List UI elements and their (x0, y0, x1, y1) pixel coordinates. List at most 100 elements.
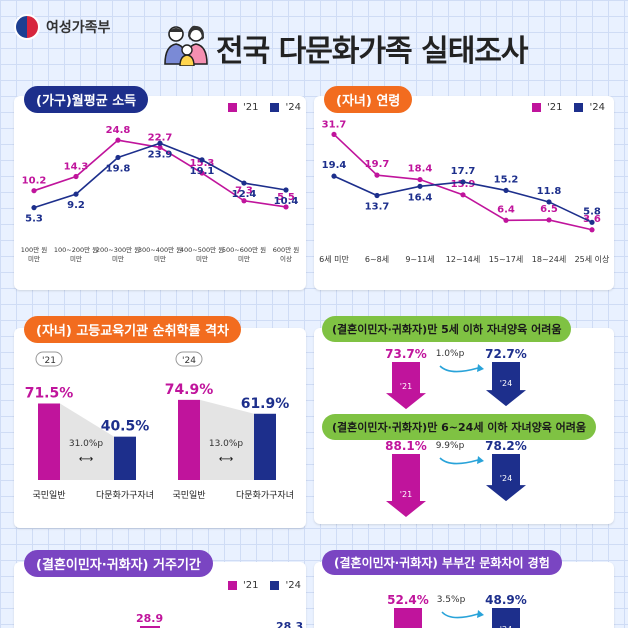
tick-label: 18~24세 (532, 255, 566, 264)
tick-label: 100만 원 (21, 245, 47, 254)
data-label: 15.2 (494, 174, 519, 185)
tick-label: 15~17세 (489, 255, 523, 264)
childcare-under5-title: (결혼이민자·귀화자)만 5세 이하 자녀양육 어려움 (332, 323, 562, 336)
legend-swatch-21 (532, 103, 541, 112)
education-bar-chart: '21 71.5% 40.5% 31.0%p ⟷ 국민일반 다문화가구자녀 '24 74.9% 6… (25, 351, 294, 501)
category-label: 국민일반 (32, 490, 65, 501)
arrow-year: '24 (500, 379, 512, 388)
data-label: 12.4 (232, 189, 257, 200)
tick-label: 미만 (28, 254, 40, 263)
residence-card: (결혼이민자·귀화자) 거주기간 '21 '24 28.9 28.3 (14, 550, 306, 628)
data-point (374, 192, 380, 199)
childcare-6to24-chart: 88.1% '21 78.2% '24 9.9%p (385, 439, 527, 517)
childcare-under5-chart: 73.7% '21 72.7% '24 1.0%p (385, 347, 527, 410)
arrow-year: '24 (500, 625, 512, 628)
bar-multicultural (254, 413, 276, 480)
data-point (157, 140, 163, 146)
culture-chart: 52.4%'2148.9%'243.5%p (387, 593, 527, 628)
data-point (199, 157, 205, 163)
education-title-pill: (자녀) 고등교육기관 순취학률 격차 (24, 316, 241, 343)
year-badge (35, 351, 63, 367)
gap-shade (60, 403, 114, 480)
arrow-year: '24 (500, 474, 512, 483)
data-label: 10.4 (274, 196, 299, 207)
data-label: 5.3 (25, 214, 43, 225)
tick-label: 미만 (154, 254, 166, 263)
legend-label-21: '21 (243, 102, 259, 113)
data-label: 6.5 (540, 204, 558, 215)
tick-label: 400~500만 원 (180, 245, 224, 254)
tick-label: 9~11세 (405, 255, 434, 264)
data-label: 15.3 (190, 158, 215, 169)
legend-swatch-21 (228, 103, 237, 112)
change-label: 9.9%p (436, 441, 465, 451)
data-label: 18.4 (408, 164, 433, 175)
data-label: 9.2 (67, 200, 85, 211)
data-label: 13.7 (365, 202, 390, 213)
data-point (503, 187, 509, 194)
tick-label: 이상 (280, 254, 292, 263)
data-point (241, 180, 247, 186)
tick-label: 미만 (238, 254, 250, 263)
data-label: 5.8 (583, 206, 601, 217)
residence-legend: '21 '24 (228, 580, 301, 591)
age-card: (자녀) 연령 '21 '24 31.719.718.413.96.46.53.… (314, 86, 614, 290)
data-point (589, 227, 595, 233)
bar-national (178, 399, 200, 480)
tick-label: 500~600만 원 (222, 245, 266, 254)
age-title-pill: (자녀) 연령 (324, 86, 413, 113)
category-label: 다문화가구자녀 (96, 490, 154, 501)
value-national: 74.9% (165, 382, 214, 398)
change-arrowhead-icon (477, 364, 484, 372)
legend-swatch-24 (574, 103, 584, 112)
gap-arrow-icon: ⟷ (79, 454, 93, 465)
data-label: 6.4 (497, 204, 515, 215)
tick-label: 600만 원 (273, 245, 299, 254)
data-label: 19.8 (106, 163, 131, 174)
data-label: 24.8 (106, 125, 131, 136)
data-label: 19.1 (190, 166, 215, 177)
data-label: 31.7 (322, 119, 347, 130)
data-point (283, 187, 289, 193)
data-label: 17.7 (451, 166, 476, 177)
arrow-bar-24 (492, 608, 520, 628)
data-label: 5.5 (277, 192, 295, 203)
data-point (157, 144, 163, 151)
residence-value-24: 28.3 (276, 620, 304, 628)
culture-title-pill: (결혼이민자·귀화자) 부부간 문화차이 경험 (322, 550, 562, 575)
year-badge (175, 351, 203, 367)
residence-value-21: 28.9 (136, 612, 164, 625)
arrow-year: '21 (400, 490, 412, 499)
ministry-name: 여성가족부 (46, 20, 111, 36)
arrow-value: 78.2% (485, 439, 527, 453)
childcare-6to24-title: (결혼이민자·귀화자)만 6~24세 이하 자녀양육 어려움 (332, 421, 587, 434)
family-icon (164, 25, 208, 66)
change-arrowhead-icon (477, 610, 484, 618)
tick-label: 300~400만 원 (138, 245, 182, 254)
residence-title: (결혼이민자·귀화자) 거주기간 (36, 558, 201, 573)
data-point (417, 183, 423, 189)
legend-label-21: '21 (243, 580, 259, 591)
arrow-bar-21 (386, 454, 426, 517)
residence-bar-21 (140, 626, 160, 628)
tick-label: 12~14세 (446, 255, 480, 264)
data-label: 10.2 (22, 176, 47, 187)
childcare-card: (결혼이민자·귀화자)만 5세 이하 자녀양육 어려움 73.7% '21 72.7… (314, 316, 614, 524)
year-label: '21 (42, 356, 56, 366)
tick-label: 6세 미만 (319, 255, 349, 264)
data-point (241, 198, 247, 204)
data-point (546, 217, 552, 223)
data-point (115, 154, 121, 161)
year-label: '24 (182, 356, 196, 366)
data-label: 19.4 (322, 160, 347, 171)
change-arrow-icon (439, 365, 479, 373)
gap-label: 31.0%p (69, 439, 104, 449)
arrow-value: 88.1% (385, 439, 427, 453)
age-legend: '21 '24 (532, 102, 605, 113)
data-point (460, 192, 466, 198)
data-point (460, 179, 466, 185)
arrow-value: 48.9% (485, 593, 527, 607)
arrow-bar-24 (486, 454, 526, 502)
change-arrow-icon (441, 611, 479, 619)
data-point (31, 188, 37, 194)
